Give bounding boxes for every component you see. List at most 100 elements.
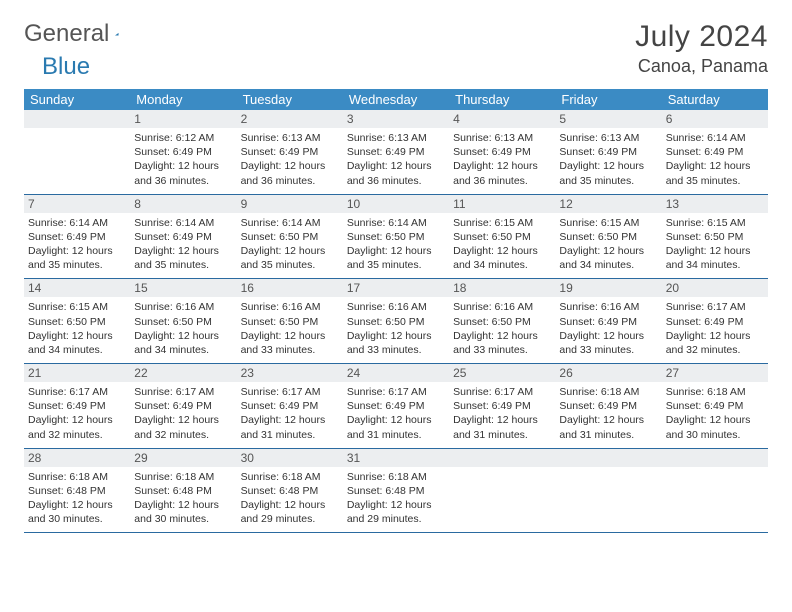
sunrise-line: Sunrise: 6:16 AM [453,300,551,314]
day-number: 31 [343,449,449,467]
day-number: 29 [130,449,236,467]
day-header: Thursday [449,89,555,110]
sunrise-line: Sunrise: 6:12 AM [134,131,232,145]
daylight-line: Daylight: 12 hours and 32 minutes. [666,329,764,357]
day-body: Sunrise: 6:16 AMSunset: 6:50 PMDaylight:… [130,297,236,363]
daylight-line: Daylight: 12 hours and 33 minutes. [241,329,339,357]
daylight-line: Daylight: 12 hours and 30 minutes. [666,413,764,441]
calendar-day-cell: 14Sunrise: 6:15 AMSunset: 6:50 PMDayligh… [24,279,130,364]
day-header: Saturday [662,89,768,110]
day-number [24,110,130,128]
sunset-line: Sunset: 6:49 PM [134,230,232,244]
daylight-line: Daylight: 12 hours and 30 minutes. [134,498,232,526]
logo: General [24,20,139,48]
sunset-line: Sunset: 6:49 PM [241,399,339,413]
day-body: Sunrise: 6:17 AMSunset: 6:49 PMDaylight:… [237,382,343,448]
calendar-day-cell: 8Sunrise: 6:14 AMSunset: 6:49 PMDaylight… [130,194,236,279]
calendar-day-cell [24,110,130,194]
sunrise-line: Sunrise: 6:17 AM [28,385,126,399]
sunset-line: Sunset: 6:49 PM [28,399,126,413]
daylight-line: Daylight: 12 hours and 33 minutes. [347,329,445,357]
day-body: Sunrise: 6:17 AMSunset: 6:49 PMDaylight:… [343,382,449,448]
day-body [24,128,130,188]
day-number: 24 [343,364,449,382]
sunset-line: Sunset: 6:49 PM [559,145,657,159]
logo-triangle-icon [115,25,119,43]
sunrise-line: Sunrise: 6:18 AM [28,470,126,484]
logo-text-2: Blue [42,53,90,81]
calendar-day-cell: 9Sunrise: 6:14 AMSunset: 6:50 PMDaylight… [237,194,343,279]
day-number: 23 [237,364,343,382]
calendar-day-cell: 20Sunrise: 6:17 AMSunset: 6:49 PMDayligh… [662,279,768,364]
sunset-line: Sunset: 6:50 PM [666,230,764,244]
calendar-day-cell [449,448,555,533]
day-body: Sunrise: 6:14 AMSunset: 6:49 PMDaylight:… [130,213,236,279]
sunrise-line: Sunrise: 6:15 AM [666,216,764,230]
sunrise-line: Sunrise: 6:16 AM [347,300,445,314]
calendar-day-cell: 24Sunrise: 6:17 AMSunset: 6:49 PMDayligh… [343,364,449,449]
sunset-line: Sunset: 6:50 PM [347,315,445,329]
day-body: Sunrise: 6:14 AMSunset: 6:50 PMDaylight:… [237,213,343,279]
day-body: Sunrise: 6:17 AMSunset: 6:49 PMDaylight:… [130,382,236,448]
sunset-line: Sunset: 6:50 PM [28,315,126,329]
calendar-day-cell: 25Sunrise: 6:17 AMSunset: 6:49 PMDayligh… [449,364,555,449]
sunset-line: Sunset: 6:50 PM [453,315,551,329]
day-number: 10 [343,195,449,213]
day-body: Sunrise: 6:15 AMSunset: 6:50 PMDaylight:… [555,213,661,279]
day-header: Sunday [24,89,130,110]
sunrise-line: Sunrise: 6:15 AM [559,216,657,230]
day-body: Sunrise: 6:13 AMSunset: 6:49 PMDaylight:… [237,128,343,194]
day-body: Sunrise: 6:13 AMSunset: 6:49 PMDaylight:… [555,128,661,194]
sunrise-line: Sunrise: 6:17 AM [134,385,232,399]
calendar-day-cell: 2Sunrise: 6:13 AMSunset: 6:49 PMDaylight… [237,110,343,194]
calendar-day-cell: 19Sunrise: 6:16 AMSunset: 6:49 PMDayligh… [555,279,661,364]
calendar-day-cell: 16Sunrise: 6:16 AMSunset: 6:50 PMDayligh… [237,279,343,364]
sunrise-line: Sunrise: 6:13 AM [559,131,657,145]
daylight-line: Daylight: 12 hours and 34 minutes. [453,244,551,272]
calendar-day-cell: 10Sunrise: 6:14 AMSunset: 6:50 PMDayligh… [343,194,449,279]
calendar-day-cell: 5Sunrise: 6:13 AMSunset: 6:49 PMDaylight… [555,110,661,194]
calendar-week-row: 28Sunrise: 6:18 AMSunset: 6:48 PMDayligh… [24,448,768,533]
sunset-line: Sunset: 6:49 PM [347,399,445,413]
sunrise-line: Sunrise: 6:17 AM [453,385,551,399]
daylight-line: Daylight: 12 hours and 32 minutes. [28,413,126,441]
daylight-line: Daylight: 12 hours and 31 minutes. [241,413,339,441]
day-body: Sunrise: 6:15 AMSunset: 6:50 PMDaylight:… [662,213,768,279]
day-number: 16 [237,279,343,297]
sunset-line: Sunset: 6:49 PM [559,399,657,413]
day-body [449,467,555,527]
daylight-line: Daylight: 12 hours and 35 minutes. [134,244,232,272]
sunset-line: Sunset: 6:49 PM [559,315,657,329]
day-body: Sunrise: 6:14 AMSunset: 6:49 PMDaylight:… [24,213,130,279]
calendar-week-row: 21Sunrise: 6:17 AMSunset: 6:49 PMDayligh… [24,364,768,449]
day-number: 22 [130,364,236,382]
sunrise-line: Sunrise: 6:16 AM [241,300,339,314]
daylight-line: Daylight: 12 hours and 36 minutes. [134,159,232,187]
daylight-line: Daylight: 12 hours and 35 minutes. [347,244,445,272]
sunset-line: Sunset: 6:49 PM [453,399,551,413]
calendar-day-cell: 31Sunrise: 6:18 AMSunset: 6:48 PMDayligh… [343,448,449,533]
day-body: Sunrise: 6:17 AMSunset: 6:49 PMDaylight:… [24,382,130,448]
sunrise-line: Sunrise: 6:14 AM [666,131,764,145]
daylight-line: Daylight: 12 hours and 36 minutes. [241,159,339,187]
sunset-line: Sunset: 6:50 PM [347,230,445,244]
calendar-day-cell: 1Sunrise: 6:12 AMSunset: 6:49 PMDaylight… [130,110,236,194]
daylight-line: Daylight: 12 hours and 35 minutes. [241,244,339,272]
sunrise-line: Sunrise: 6:15 AM [453,216,551,230]
calendar-day-cell: 13Sunrise: 6:15 AMSunset: 6:50 PMDayligh… [662,194,768,279]
daylight-line: Daylight: 12 hours and 33 minutes. [453,329,551,357]
calendar-day-cell: 22Sunrise: 6:17 AMSunset: 6:49 PMDayligh… [130,364,236,449]
daylight-line: Daylight: 12 hours and 36 minutes. [453,159,551,187]
day-number: 11 [449,195,555,213]
title-block: July 2024 Canoa, Panama [635,20,768,77]
calendar-week-row: 1Sunrise: 6:12 AMSunset: 6:49 PMDaylight… [24,110,768,194]
calendar-day-cell: 23Sunrise: 6:17 AMSunset: 6:49 PMDayligh… [237,364,343,449]
day-body: Sunrise: 6:16 AMSunset: 6:50 PMDaylight:… [449,297,555,363]
day-number: 30 [237,449,343,467]
sunset-line: Sunset: 6:49 PM [666,315,764,329]
calendar-table: SundayMondayTuesdayWednesdayThursdayFrid… [24,89,768,533]
day-number: 13 [662,195,768,213]
daylight-line: Daylight: 12 hours and 33 minutes. [559,329,657,357]
daylight-line: Daylight: 12 hours and 31 minutes. [559,413,657,441]
calendar-day-cell: 27Sunrise: 6:18 AMSunset: 6:49 PMDayligh… [662,364,768,449]
